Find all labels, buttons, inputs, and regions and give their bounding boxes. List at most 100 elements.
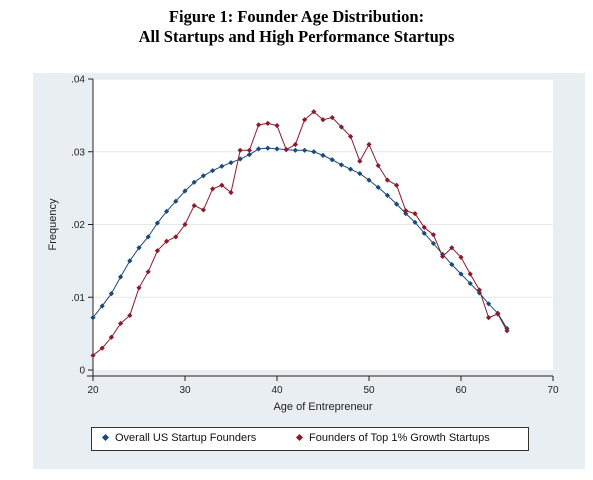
point-overall-24 (127, 258, 133, 264)
point-overall-39 (265, 145, 271, 151)
point-overall-59 (449, 261, 455, 268)
figure-title-line-2: All Startups and High Performance Startu… (138, 27, 455, 46)
legend-label-top-growth: Founders of Top 1% Growth Startups (309, 432, 490, 444)
point-overall-31 (191, 179, 197, 185)
legend-label-overall: Overall US Startup Founders (115, 432, 257, 444)
series-line-top-growth (92, 111, 508, 356)
point-top-growth-62 (476, 287, 482, 293)
point-overall-52 (384, 192, 390, 198)
point-top-growth-63 (486, 315, 492, 321)
point-top-growth-39 (265, 120, 271, 126)
point-overall-32 (200, 173, 206, 179)
point-top-growth-49 (357, 158, 363, 164)
y-tick-label-0: 0 (79, 366, 85, 377)
point-top-growth-23 (118, 320, 124, 327)
point-top-growth-31 (191, 202, 197, 209)
x-tick-label-4: 60 (455, 385, 467, 396)
x-tick-label-2: 40 (271, 385, 283, 396)
point-top-growth-32 (200, 207, 206, 213)
y-tick-label-2: .02 (71, 220, 85, 231)
point-top-growth-58 (440, 253, 446, 260)
figure-title-line-1: Figure 1: Founder Age Distribution: (168, 7, 425, 26)
y-tick-label-3: .03 (71, 147, 85, 158)
point-overall-53 (394, 201, 400, 207)
point-top-growth-29 (173, 234, 179, 240)
point-top-growth-41 (283, 146, 289, 153)
point-overall-56 (421, 230, 427, 236)
point-overall-47 (338, 162, 344, 168)
point-top-growth-28 (164, 238, 170, 244)
point-top-growth-30 (182, 221, 188, 228)
point-overall-44 (311, 149, 317, 155)
point-overall-60 (458, 271, 464, 277)
legend-marker-overall (101, 433, 110, 442)
point-top-growth-24 (127, 312, 133, 319)
point-top-growth-47 (338, 124, 344, 130)
point-top-growth-22 (108, 334, 114, 340)
x-axis-title: Age of Entrepreneur (273, 401, 372, 413)
point-top-growth-50 (366, 141, 372, 148)
x-tick-label-0: 20 (87, 385, 99, 396)
point-overall-46 (329, 157, 335, 163)
point-overall-28 (164, 208, 170, 215)
point-overall-29 (173, 198, 179, 204)
point-overall-45 (320, 152, 326, 158)
y-axis-title: Frequency (47, 198, 59, 250)
point-overall-33 (210, 168, 216, 174)
legend-marker-top-growth (295, 433, 304, 442)
point-top-growth-21 (99, 345, 105, 351)
point-overall-20 (90, 315, 96, 321)
point-top-growth-53 (394, 182, 400, 188)
point-top-growth-42 (292, 141, 298, 148)
point-top-growth-33 (210, 186, 216, 192)
point-overall-62 (476, 290, 482, 296)
point-overall-37 (246, 152, 252, 158)
x-tick-label-1: 30 (179, 385, 191, 396)
chart-legend: Overall US Startup Founders Founders of … (91, 427, 529, 451)
point-overall-50 (366, 177, 372, 183)
point-overall-27 (154, 220, 160, 226)
point-overall-57 (430, 240, 436, 247)
point-overall-30 (182, 188, 188, 194)
point-overall-35 (228, 160, 234, 166)
point-top-growth-59 (449, 245, 455, 251)
x-tick-label-3: 50 (363, 385, 375, 396)
point-top-growth-60 (458, 254, 464, 260)
point-top-growth-34 (219, 182, 225, 188)
point-top-growth-51 (375, 162, 381, 169)
point-top-growth-54 (403, 208, 409, 214)
point-overall-40 (274, 146, 280, 152)
point-overall-25 (136, 245, 142, 251)
point-top-growth-48 (348, 133, 354, 140)
point-overall-48 (348, 166, 354, 172)
point-top-growth-45 (320, 117, 326, 123)
y-tick-label-1: .01 (71, 293, 85, 304)
point-top-growth-35 (228, 189, 234, 196)
point-overall-42 (292, 147, 298, 153)
point-top-growth-46 (329, 114, 335, 121)
point-overall-23 (118, 274, 124, 280)
point-overall-22 (108, 291, 114, 297)
point-overall-26 (145, 234, 151, 240)
point-top-growth-56 (421, 224, 427, 231)
legend-entry-top-growth: Founders of Top 1% Growth Startups (295, 432, 490, 444)
point-overall-55 (412, 219, 418, 225)
point-overall-34 (219, 163, 225, 169)
point-top-growth-57 (430, 232, 436, 238)
point-overall-49 (357, 170, 363, 177)
point-top-growth-65 (504, 328, 510, 334)
point-top-growth-40 (274, 122, 280, 129)
x-tick-label-5: 70 (547, 385, 559, 396)
point-top-growth-55 (412, 210, 418, 217)
point-overall-43 (302, 147, 308, 153)
point-top-growth-52 (384, 177, 390, 183)
point-overall-51 (375, 184, 381, 190)
y-tick-label-4: .04 (71, 75, 85, 86)
point-top-growth-43 (302, 117, 308, 123)
series-line-overall (92, 147, 508, 329)
chart-panel: 0 .01 .02 .03 .04 20 30 40 50 60 70 Age of Entrepre… (33, 73, 585, 469)
point-top-growth-27 (154, 248, 160, 254)
point-overall-54 (403, 210, 409, 217)
point-overall-61 (467, 280, 473, 287)
line-chart: 0 .01 .02 .03 .04 20 30 40 50 60 70 Age of Entrepre… (47, 75, 559, 414)
